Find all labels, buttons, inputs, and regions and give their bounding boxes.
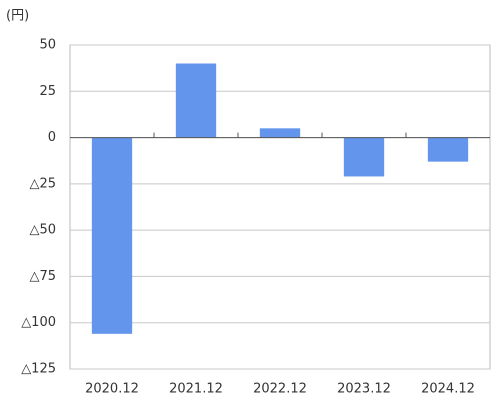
- x-tick-label: 2022.12: [253, 382, 307, 397]
- y-tick-label: 25: [39, 84, 56, 99]
- x-tick-label: 2021.12: [169, 382, 223, 397]
- y-axis-label: (円): [6, 9, 29, 24]
- plot-area: [69, 44, 491, 370]
- x-tick-label: 2024.12: [421, 382, 475, 397]
- bar: [91, 137, 133, 334]
- y-tick-label: 50: [39, 38, 56, 53]
- bar: [343, 137, 385, 177]
- x-tick-label: 2020.12: [85, 382, 139, 397]
- y-tick-label: △125: [21, 362, 56, 377]
- x-tick-label: 2023.12: [337, 382, 391, 397]
- y-tick-label: △25: [29, 176, 56, 191]
- bar: [259, 128, 301, 138]
- y-tick-label: △100: [21, 315, 56, 330]
- y-tick-label: △75: [29, 269, 56, 284]
- y-tick-label: △50: [29, 223, 56, 238]
- y-tick-label: 0: [48, 130, 56, 145]
- bar: [427, 137, 469, 162]
- bar: [175, 63, 217, 138]
